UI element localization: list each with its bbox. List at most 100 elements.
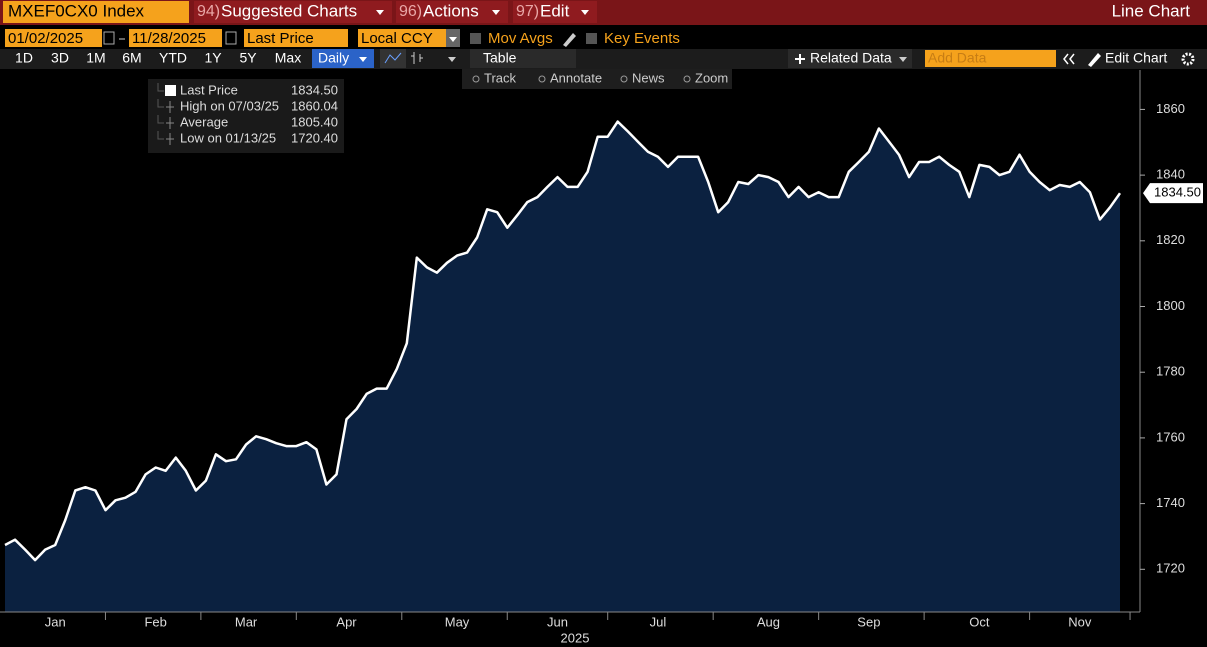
- tool-button[interactable]: Track: [484, 70, 517, 85]
- input-text[interactable]: Last Price: [247, 30, 314, 47]
- tool-icon: [683, 75, 691, 83]
- legend-tree: [157, 131, 164, 140]
- toggle-label[interactable]: Key Events: [604, 30, 680, 47]
- edit-chart[interactable]: Edit Chart: [1105, 50, 1167, 66]
- tool-icon: [538, 75, 546, 83]
- legend-tree: [157, 115, 164, 124]
- dropdown-arrow: [376, 10, 384, 15]
- x-tick-label: Jun: [547, 614, 568, 629]
- legend-value: 1834.50: [291, 82, 338, 97]
- menu-button[interactable]: [513, 1, 597, 23]
- period[interactable]: Daily: [318, 50, 349, 66]
- dropdown-arrow: [492, 10, 500, 15]
- menu-number[interactable]: 94): [197, 3, 220, 20]
- legend-value: 1720.40: [291, 130, 338, 145]
- y-tick-label: 1800: [1156, 298, 1185, 313]
- period-box[interactable]: [312, 49, 374, 68]
- dropdown-arrow: [899, 57, 907, 62]
- range-button[interactable]: 5Y: [239, 50, 257, 66]
- add-data[interactable]: Add Data: [928, 50, 987, 66]
- x-tick-label: Aug: [757, 614, 780, 629]
- legend-tree: [157, 99, 164, 108]
- bar-icon: [411, 52, 423, 64]
- ticker-box[interactable]: [3, 1, 189, 23]
- x-tick-label: May: [445, 614, 470, 629]
- input-box[interactable]: [129, 29, 222, 47]
- last-price-label: 1834.50: [1154, 185, 1201, 200]
- plus-icon: [795, 54, 805, 64]
- calendar-icon[interactable]: [103, 31, 115, 45]
- price-line: [4, 120, 1122, 562]
- x-tick-label: Mar: [235, 614, 258, 629]
- checkbox[interactable]: [586, 33, 597, 44]
- range-button[interactable]: 1D: [15, 50, 33, 66]
- tool-button[interactable]: Zoom: [695, 70, 728, 85]
- legend-label: High on 07/03/25: [180, 98, 279, 113]
- table-button[interactable]: [470, 49, 576, 68]
- input-text[interactable]: Local CCY: [361, 30, 433, 47]
- dropdown-arrow: [359, 57, 367, 62]
- legend-panel: [148, 79, 344, 153]
- legend-marker: [166, 101, 174, 113]
- tool-button[interactable]: News: [632, 70, 665, 85]
- line-icon: [384, 52, 402, 64]
- add-data-box[interactable]: [925, 50, 1056, 67]
- chart-kind[interactable]: Line Chart: [1112, 1, 1191, 20]
- input-box[interactable]: [358, 29, 446, 47]
- y-tick-label: 1740: [1156, 495, 1185, 510]
- legend-value: 1860.04: [291, 98, 338, 113]
- dropdown-arrow: [581, 10, 589, 15]
- menu-label[interactable]: Actions: [423, 1, 479, 20]
- legend-tree: [157, 83, 164, 92]
- range-button[interactable]: 6M: [122, 50, 141, 66]
- range-button[interactable]: Max: [275, 50, 301, 66]
- tool-icon: [472, 75, 480, 83]
- input-box[interactable]: [5, 29, 102, 47]
- related-button[interactable]: [788, 49, 912, 68]
- y-tick-label: 1720: [1156, 561, 1185, 576]
- tool-icon: [620, 75, 628, 83]
- legend-label: Low on 01/13/25: [180, 130, 276, 145]
- legend-value: 1805.40: [291, 114, 338, 129]
- ticker[interactable]: MXEF0CX0 Index: [8, 1, 145, 20]
- x-tick-label: Oct: [969, 614, 990, 629]
- x-tick-label: Apr: [336, 614, 357, 629]
- x-tick-label: Feb: [144, 614, 166, 629]
- input-text[interactable]: 11/28/2025: [132, 30, 206, 47]
- input-text[interactable]: 01/02/2025: [8, 30, 83, 47]
- menu-number[interactable]: 96): [399, 3, 422, 20]
- y-tick-label: 1820: [1156, 232, 1185, 247]
- last-price-tag: [1143, 183, 1203, 204]
- legend-swatch: [165, 85, 176, 96]
- y-tick-label: 1760: [1156, 429, 1185, 444]
- table-label[interactable]: Table: [483, 50, 517, 66]
- range-button[interactable]: 1Y: [204, 50, 222, 66]
- legend-marker: [166, 133, 174, 145]
- x-tick-label: Jan: [45, 614, 66, 629]
- y-tick-label: 1840: [1156, 167, 1185, 182]
- x-tick-label: Jul: [650, 614, 667, 629]
- input-box[interactable]: [244, 29, 348, 47]
- menu-label[interactable]: Edit: [540, 1, 570, 20]
- x-axis-label: 2025: [561, 630, 590, 645]
- toggle-label[interactable]: Mov Avgs: [488, 30, 553, 47]
- range-button[interactable]: 1M: [86, 50, 105, 66]
- tools-strip: [462, 69, 732, 89]
- dropdown-arrow: [449, 37, 457, 42]
- legend-label: Last Price: [180, 82, 238, 97]
- checkbox[interactable]: [470, 33, 481, 44]
- menu-label[interactable]: Suggested Charts: [221, 1, 357, 20]
- menu-number[interactable]: 97): [516, 3, 539, 20]
- settings-icon[interactable]: [1181, 52, 1195, 66]
- range-button[interactable]: 3D: [51, 50, 69, 66]
- range-button[interactable]: YTD: [159, 50, 187, 66]
- related-label[interactable]: Related Data: [810, 50, 892, 66]
- tool-button[interactable]: Annotate: [550, 70, 602, 85]
- y-tick-label: 1860: [1156, 101, 1185, 116]
- pencil-icon: [563, 33, 576, 47]
- menu-button[interactable]: [396, 1, 508, 23]
- menu-button[interactable]: [194, 1, 392, 23]
- calendar-icon[interactable]: [225, 31, 237, 45]
- chevrons[interactable]: [1063, 53, 1075, 65]
